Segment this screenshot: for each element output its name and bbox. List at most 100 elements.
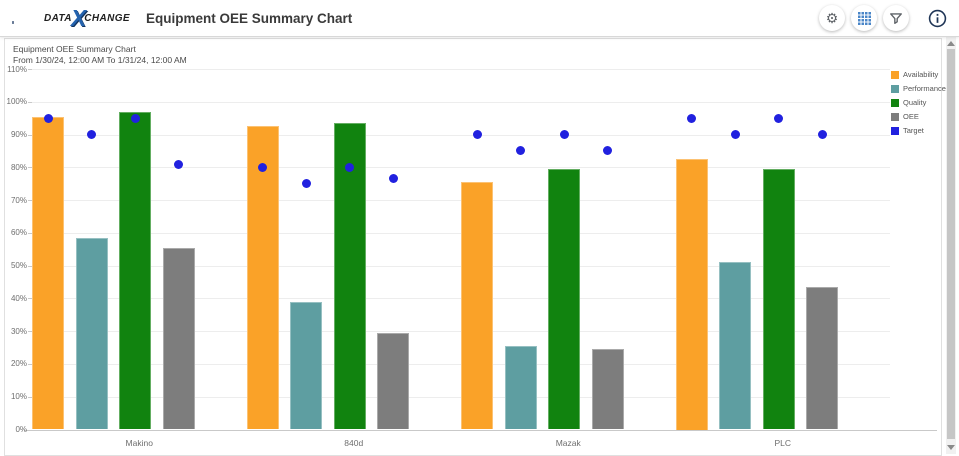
- legend-item-availability[interactable]: Availability: [891, 70, 946, 79]
- y-axis-tick: [28, 167, 32, 169]
- y-axis-label: 40%: [10, 293, 27, 303]
- y-axis-tick: [28, 396, 32, 398]
- x-axis-label-mazak: Mazak: [555, 437, 581, 448]
- bar-availability-plc[interactable]: [675, 159, 708, 430]
- bar-performance-makino[interactable]: [75, 237, 108, 430]
- y-axis-label: 20%: [10, 359, 27, 369]
- bar-quality-makino[interactable]: [119, 111, 151, 430]
- y-axis-label: 70%: [10, 195, 27, 205]
- y-axis-label: 10%: [10, 392, 27, 402]
- bar-quality-840d[interactable]: [333, 123, 366, 430]
- legend-item-target[interactable]: Target: [891, 126, 946, 135]
- dataxchange-logo: DATA X CHANGE: [44, 5, 130, 31]
- bar-oee-840d[interactable]: [377, 332, 409, 430]
- legend-swatch-quality: [891, 98, 899, 107]
- gridline-0: [24, 429, 937, 431]
- bar-performance-840d[interactable]: [290, 301, 322, 430]
- target-dot-quality-plc[interactable]: [774, 113, 783, 123]
- target-dot-oee-plc[interactable]: [817, 130, 827, 140]
- gear-icon: ⚙: [825, 10, 839, 26]
- grid-icon: [857, 11, 871, 25]
- legend-swatch-target: [891, 126, 899, 135]
- y-axis-label: 30%: [10, 326, 27, 336]
- chart-plot-area: 0% 10% 20% 30% 40% 50% 60% 70% 80% 90% 100% 110% Mak…: [5, 39, 941, 455]
- y-axis-tick: [28, 298, 32, 300]
- scrollbar-up-arrow-icon[interactable]: [947, 41, 955, 46]
- bar-performance-plc[interactable]: [719, 262, 751, 430]
- legend-label: Availability: [903, 70, 939, 79]
- y-axis-tick: [28, 134, 32, 136]
- gridline-90: [32, 134, 890, 136]
- y-axis-tick: [28, 331, 32, 333]
- scrollbar-down-arrow-icon[interactable]: [947, 445, 955, 450]
- y-axis-label: 110%: [7, 64, 27, 74]
- bar-oee-plc[interactable]: [806, 286, 838, 430]
- bar-performance-mazak[interactable]: [504, 345, 537, 430]
- gridline-100: [32, 101, 890, 103]
- legend-swatch-availability: [891, 70, 899, 79]
- y-axis-label: 0%: [15, 425, 27, 434]
- bar-oee-makino[interactable]: [162, 247, 195, 430]
- info-button[interactable]: [927, 8, 947, 28]
- target-dot-quality-makino[interactable]: [130, 113, 140, 123]
- chart-legend: Availability Performance Quality OEE Target: [891, 70, 946, 140]
- page-title: Equipment OEE Summary Chart: [145, 10, 353, 26]
- legend-item-oee[interactable]: OEE: [891, 112, 946, 121]
- grid-view-button[interactable]: [851, 5, 877, 31]
- legend-swatch-performance: [891, 84, 899, 93]
- target-dot-availability-mazak[interactable]: [472, 130, 482, 140]
- chart-subtitle: From 1/30/24, 12:00 AM To 1/31/24, 12:00…: [13, 55, 187, 65]
- legend-label: Quality: [903, 98, 927, 107]
- info-icon: [928, 9, 946, 27]
- x-axis-label-840d: 840d: [344, 437, 364, 448]
- y-axis-tick: [28, 69, 32, 70]
- target-dot-oee-840d[interactable]: [388, 174, 398, 184]
- target-dot-performance-plc[interactable]: [730, 130, 740, 140]
- bar-quality-plc[interactable]: [762, 168, 795, 430]
- y-axis-tick: [28, 101, 32, 103]
- legend-swatch-oee: [891, 112, 899, 121]
- target-dot-availability-840d[interactable]: [258, 162, 267, 172]
- y-axis-label: 60%: [10, 228, 27, 238]
- settings-button[interactable]: ⚙: [819, 5, 845, 31]
- gridline-80: [32, 167, 890, 169]
- target-dot-quality-840d[interactable]: [345, 162, 354, 172]
- y-axis-tick: [28, 363, 32, 365]
- logo-x: X: [70, 5, 87, 31]
- legend-label: Target: [903, 126, 924, 135]
- logo-part1: DATA: [44, 12, 72, 24]
- y-axis-label: 50%: [10, 261, 27, 271]
- target-dot-availability-plc[interactable]: [687, 113, 696, 123]
- x-axis-label-makino: Makino: [125, 437, 153, 448]
- bar-availability-840d[interactable]: [246, 126, 279, 430]
- target-dot-oee-mazak[interactable]: [603, 146, 612, 156]
- chart-title: Equipment OEE Summary Chart: [13, 44, 136, 54]
- legend-item-performance[interactable]: Performance: [891, 84, 946, 93]
- y-axis-tick: [28, 232, 32, 234]
- bar-quality-mazak[interactable]: [548, 168, 580, 430]
- vertical-scrollbar[interactable]: [946, 37, 956, 454]
- legend-item-quality[interactable]: Quality: [891, 98, 946, 107]
- y-axis-label: 100%: [6, 97, 27, 107]
- gridline-110: [32, 69, 890, 70]
- y-axis-label: 80%: [10, 162, 27, 172]
- target-dot-performance-840d[interactable]: [301, 179, 311, 189]
- target-dot-performance-makino[interactable]: [87, 130, 96, 140]
- top-app-bar: DATA X CHANGE Equipment OEE Summary Char…: [0, 0, 959, 37]
- bar-availability-makino[interactable]: [32, 116, 64, 430]
- bar-availability-mazak[interactable]: [461, 182, 493, 430]
- target-dot-quality-mazak[interactable]: [559, 130, 569, 140]
- target-dot-oee-makino[interactable]: [174, 159, 183, 169]
- target-dot-availability-makino[interactable]: [43, 113, 53, 123]
- filter-icon: [890, 13, 902, 24]
- y-axis-tick: [28, 265, 32, 267]
- legend-label: OEE: [903, 112, 919, 121]
- target-dot-performance-mazak[interactable]: [516, 146, 525, 156]
- bar-oee-mazak[interactable]: [591, 349, 624, 430]
- y-axis-tick: [28, 200, 32, 202]
- x-axis-label-plc: PLC: [774, 437, 792, 448]
- filter-button[interactable]: [883, 5, 909, 31]
- scrollbar-thumb[interactable]: [947, 49, 955, 439]
- y-axis-tick: [28, 429, 32, 431]
- chart-card: Equipment OEE Summary Chart From 1/30/24…: [4, 38, 946, 456]
